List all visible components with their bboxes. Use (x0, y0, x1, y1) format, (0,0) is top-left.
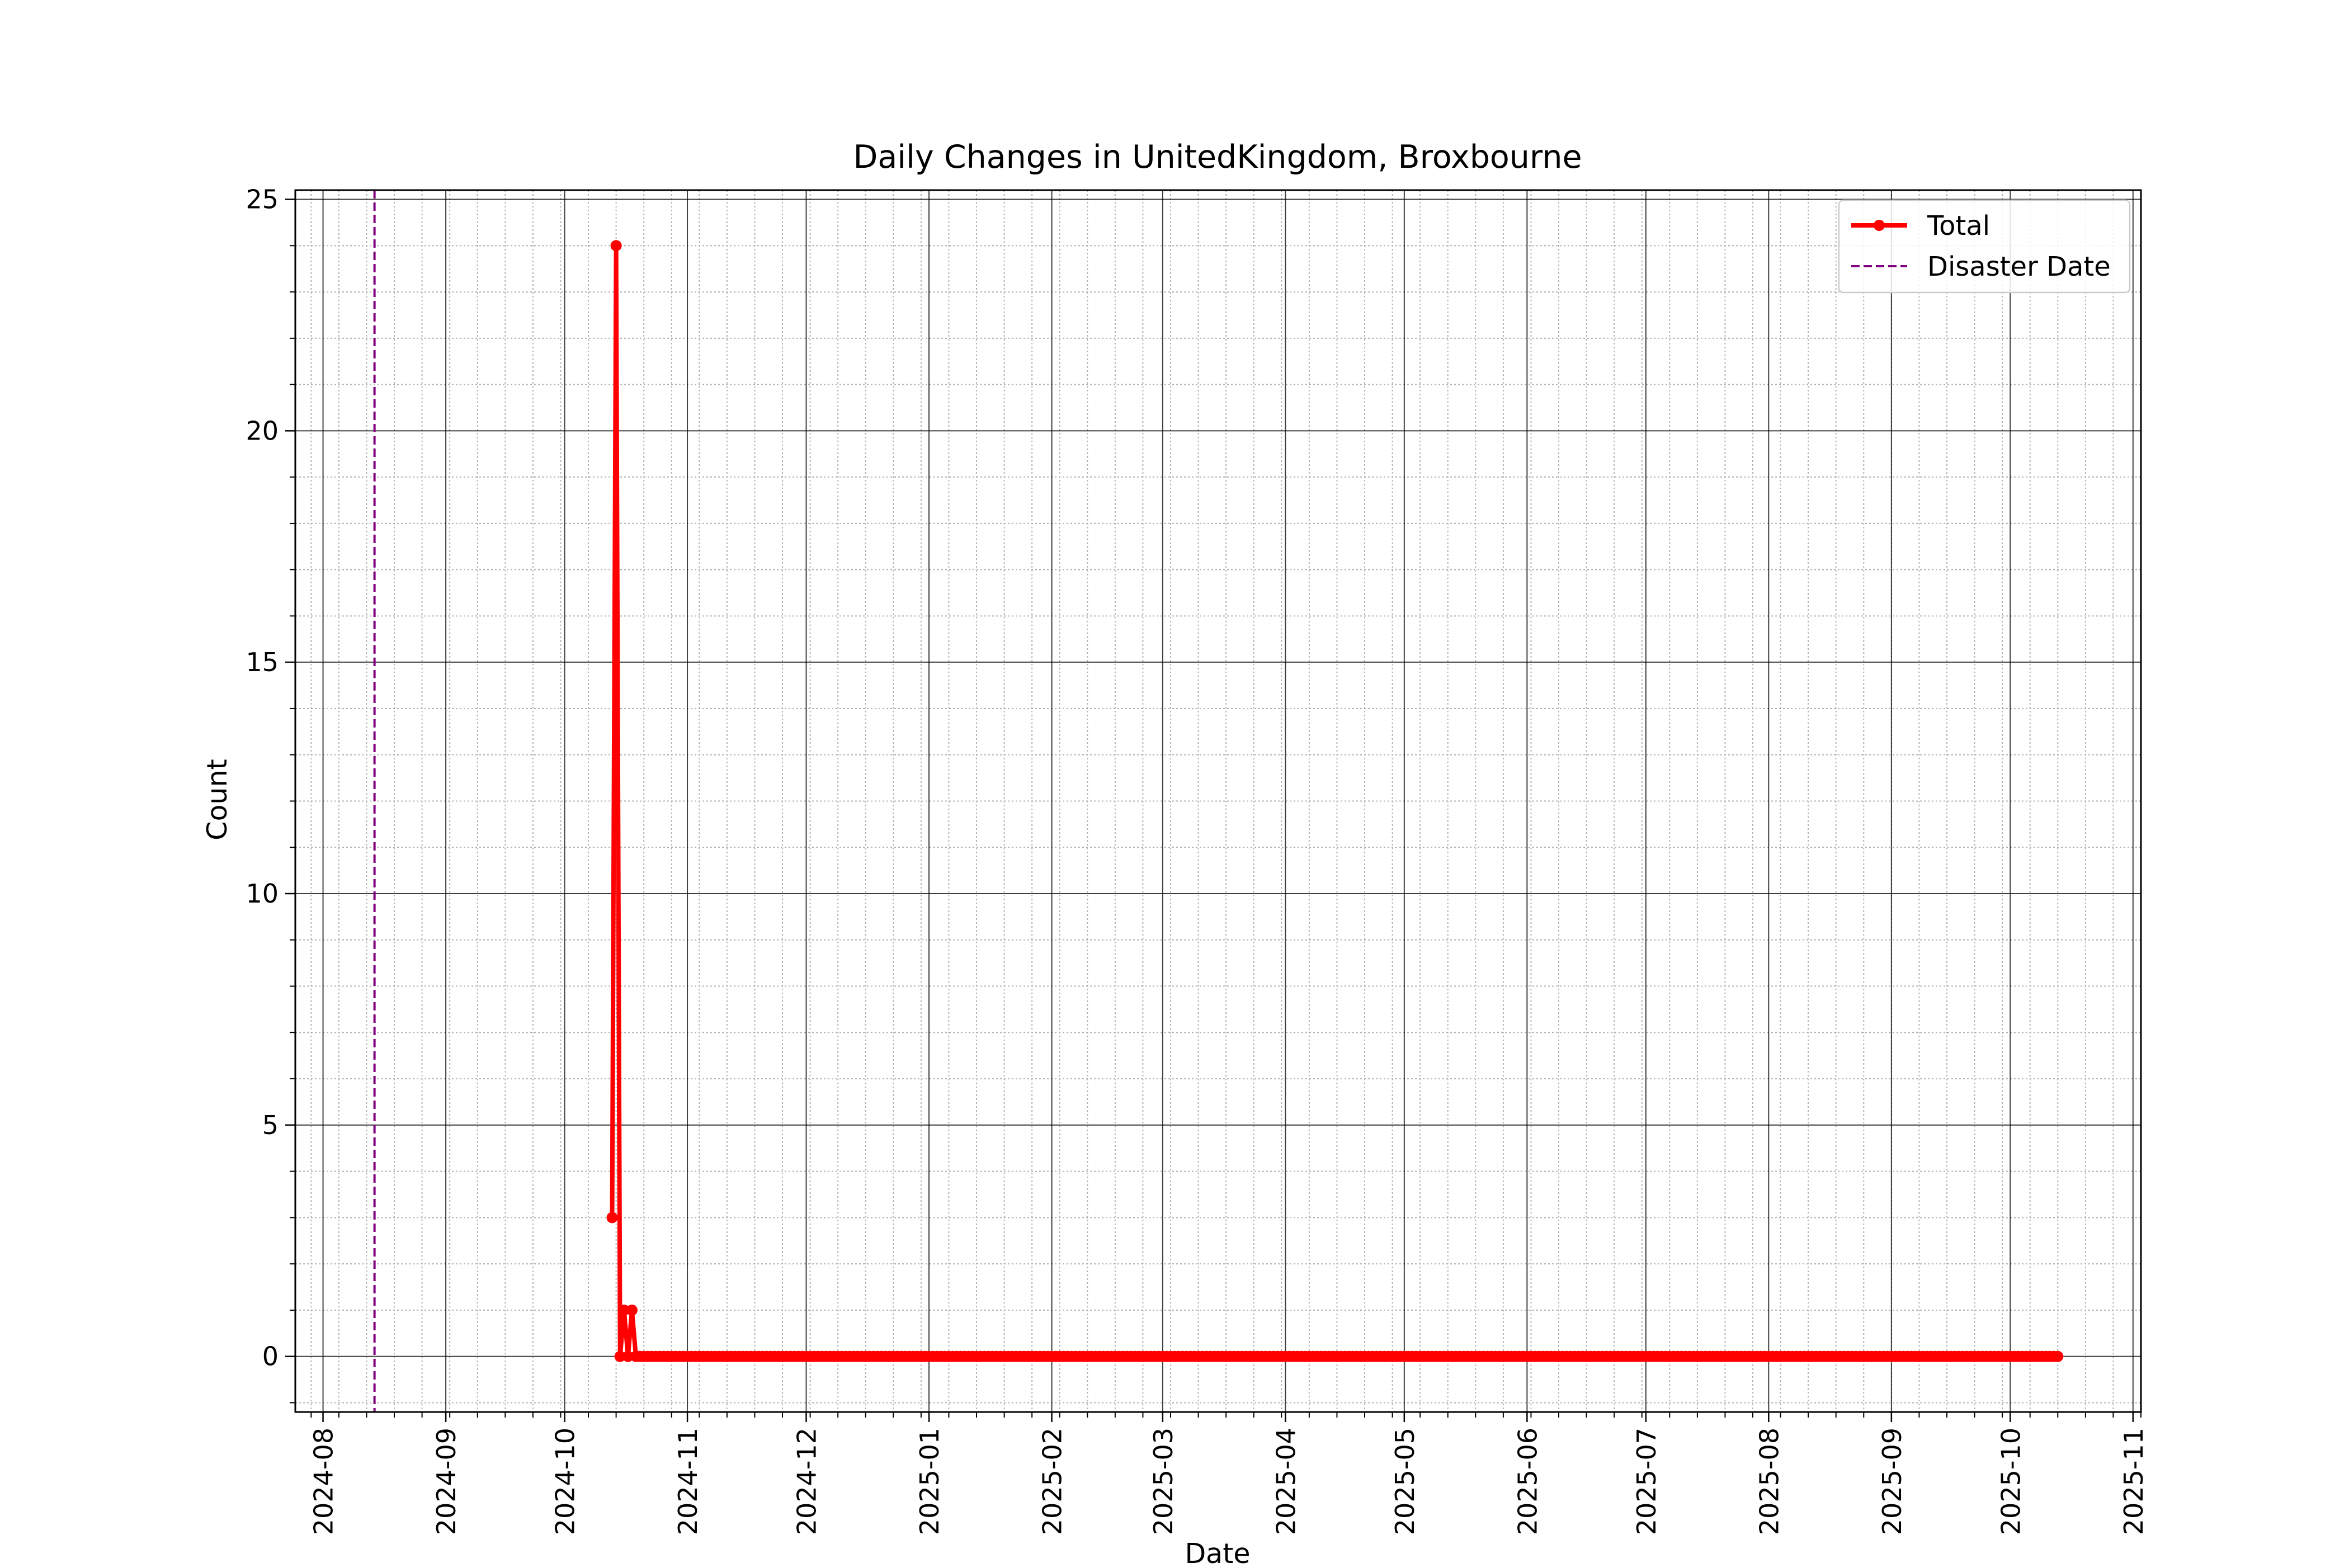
legend-label-disaster: Disaster Date (1927, 251, 2111, 282)
data-point (626, 1304, 638, 1316)
legend-marker-total (1874, 220, 1885, 231)
y-tick-label: 25 (246, 185, 279, 215)
x-tick-label: 2025-02 (1037, 1428, 1068, 1535)
x-tick-label: 2025-05 (1390, 1428, 1420, 1535)
y-tick-label: 5 (262, 1110, 279, 1140)
x-tick-label: 2025-10 (1996, 1428, 2026, 1535)
chart-legend: Total Disaster Date (1838, 199, 2131, 294)
x-tick-label: 2025-04 (1271, 1428, 1301, 1535)
y-tick-label: 0 (262, 1342, 279, 1372)
data-point (614, 1350, 626, 1362)
x-axis-label: Date (1185, 1538, 1250, 1566)
x-tick-label: 2024-08 (309, 1428, 339, 1535)
data-point (610, 240, 622, 252)
y-axis-ticks: 0 5 10 15 20 25 (246, 185, 295, 1404)
legend-box (1838, 199, 2131, 294)
x-tick-label: 2025-11 (2119, 1428, 2149, 1535)
series-points (606, 240, 2064, 1362)
y-tick-label: 20 (246, 415, 279, 446)
y-axis-label: Count (201, 759, 233, 840)
x-tick-label: 2024-11 (673, 1428, 703, 1535)
legend-label-total: Total (1927, 210, 1990, 242)
data-point (2052, 1350, 2064, 1362)
data-point (618, 1304, 630, 1316)
x-tick-label: 2025-06 (1512, 1428, 1543, 1535)
x-tick-label: 2025-03 (1148, 1428, 1178, 1535)
x-tick-label: 2025-08 (1754, 1428, 1784, 1535)
x-tick-label: 2024-09 (431, 1428, 461, 1535)
x-tick-label: 2024-10 (550, 1428, 581, 1535)
x-axis-ticks: 2024-08 2024-09 2024-10 2024-11 2024-12 2025-… (309, 1412, 2149, 1535)
x-tick-label: 2025-01 (914, 1428, 945, 1535)
x-tick-label: 2025-09 (1877, 1428, 1907, 1535)
data-point (622, 1350, 634, 1362)
data-point (606, 1212, 618, 1224)
x-tick-label: 2025-07 (1631, 1428, 1662, 1535)
chart-title: Daily Changes in UnitedKingdom, Broxbour… (853, 139, 1582, 176)
y-tick-label: 10 (246, 879, 279, 909)
x-tick-label: 2024-12 (792, 1428, 822, 1535)
major-grid (295, 190, 2141, 1412)
y-tick-label: 15 (246, 647, 279, 677)
